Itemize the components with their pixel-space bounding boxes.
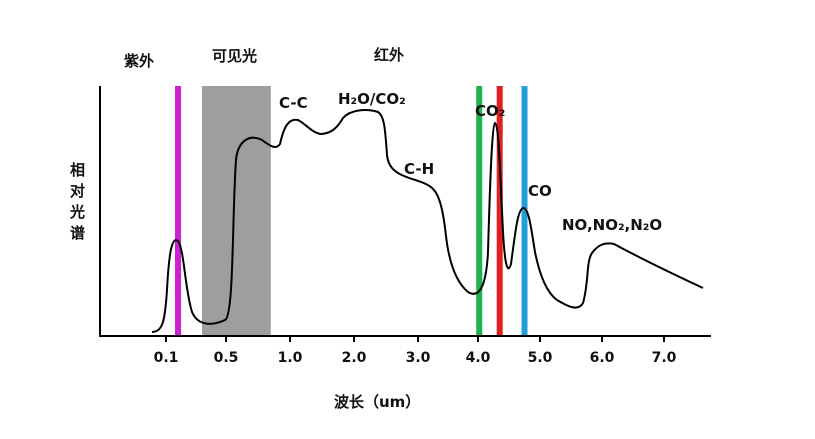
y-axis-label-char: 谱: [70, 224, 85, 242]
marker-line-blue: [521, 86, 528, 336]
peak-label-h2o-co2: H₂O/CO₂: [338, 90, 406, 108]
peak-label-nox: NO,NO₂,N₂O: [562, 216, 662, 234]
x-tick-label: 1.0: [278, 350, 303, 366]
y-axis-label-char: 相: [70, 161, 85, 179]
x-tick-label: 2.0: [342, 350, 367, 366]
visible-light-band: [202, 86, 271, 336]
x-tick-label: 3.0: [406, 350, 431, 366]
marker-line-red: [496, 86, 503, 336]
x-tick-label: 6.0: [590, 350, 615, 366]
marker-line-violet: [175, 86, 181, 336]
x-tick-label: 0.1: [154, 350, 179, 366]
region-label-ir: 红外: [374, 46, 404, 64]
y-axis-label-char: 对: [70, 182, 85, 200]
peak-label-co: CO: [528, 182, 552, 200]
y-axis-label-char: 光: [69, 203, 85, 221]
region-label-visible: 可见光: [212, 47, 257, 65]
x-axis-label: 波长（um）: [334, 393, 420, 411]
spectrum-curve: [151, 109, 704, 333]
x-tick-label: 4.0: [466, 350, 491, 366]
x-tick-label: 5.0: [528, 350, 553, 366]
peak-label-ch: C-H: [404, 160, 434, 178]
region-label-uv: 紫外: [124, 52, 154, 70]
marker-line-green: [476, 86, 483, 336]
x-tick-label: 7.0: [652, 350, 677, 366]
x-tick-label: 0.5: [214, 350, 239, 366]
peak-label-cc: C-C: [279, 94, 308, 112]
peak-label-co2: CO₂: [475, 102, 505, 120]
